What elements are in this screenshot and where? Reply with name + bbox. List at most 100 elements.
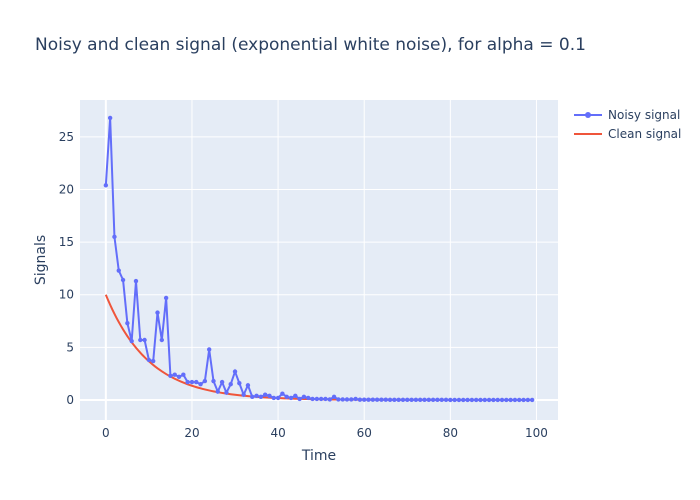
noisy-signal-point[interactable] [116,268,121,273]
noisy-signal-point[interactable] [112,234,117,240]
noisy-signal-point[interactable] [400,397,406,402]
noisy-signal-point[interactable] [258,394,264,400]
noisy-signal-point[interactable] [486,397,492,403]
noisy-signal-point[interactable] [301,394,307,400]
noisy-signal-point[interactable] [129,338,134,344]
noisy-signal-point[interactable] [181,372,186,377]
noisy-signal-point[interactable] [387,397,393,402]
noisy-signal-point[interactable] [142,337,147,343]
noisy-signal-point[interactable] [189,379,195,385]
noisy-signal-point[interactable] [443,397,449,402]
noisy-signal-point[interactable] [452,397,457,403]
noisy-signal-point[interactable] [327,397,332,402]
noisy-signal-point[interactable] [237,380,242,386]
noisy-signal-point[interactable] [517,397,522,403]
noisy-signal-point[interactable] [280,391,285,396]
noisy-signal-point[interactable] [224,390,229,395]
noisy-signal-point[interactable] [284,394,289,400]
noisy-signal-point[interactable] [293,393,298,398]
noisy-signal-point[interactable] [310,396,315,402]
noisy-signal-point[interactable] [250,394,255,400]
noisy-signal-point[interactable] [439,397,444,402]
noisy-signal-point[interactable] [172,372,177,377]
noisy-signal-point[interactable] [232,369,238,374]
noisy-signal-point[interactable] [413,397,419,402]
noisy-signal-point[interactable] [461,397,466,403]
noisy-signal-point[interactable] [288,395,294,401]
legend-item-clean-signal[interactable]: Clean signal [574,127,681,141]
noisy-signal-point[interactable] [396,397,401,402]
noisy-signal-point[interactable] [202,378,208,384]
noisy-signal-point[interactable] [529,397,535,403]
noisy-signal-point[interactable] [323,396,328,402]
noisy-signal-point[interactable] [125,320,130,326]
noisy-signal-point[interactable] [469,397,475,403]
noisy-signal-point[interactable] [206,347,212,352]
noisy-signal-point[interactable] [344,397,350,402]
noisy-signal-point[interactable] [331,394,337,400]
noisy-signal-point[interactable] [262,392,268,397]
noisy-signal-point[interactable] [357,397,363,402]
noisy-signal-point[interactable] [306,395,311,401]
noisy-signal-point[interactable] [478,397,483,403]
noisy-signal-point[interactable] [168,373,173,378]
noisy-signal-point[interactable] [353,396,358,402]
noisy-signal-point[interactable] [435,397,440,402]
noisy-signal-point[interactable] [241,392,246,397]
noisy-signal-point[interactable] [508,397,513,403]
noisy-signal-point[interactable] [133,278,139,284]
noisy-signal-point[interactable] [271,395,276,401]
noisy-signal-point[interactable] [185,379,190,385]
noisy-signal-point[interactable] [151,358,156,364]
noisy-signal-point[interactable] [465,397,470,403]
noisy-signal-point[interactable] [417,397,423,402]
noisy-signal-point[interactable] [426,397,432,402]
noisy-signal-point[interactable] [211,378,216,384]
noisy-signal-point[interactable] [525,397,531,403]
noisy-signal-point[interactable] [448,397,453,403]
noisy-signal-point[interactable] [405,397,410,402]
noisy-signal-point[interactable] [512,397,518,403]
noisy-signal-point[interactable] [473,397,479,403]
noisy-signal-point[interactable] [275,395,281,401]
noisy-signal-point[interactable] [297,396,302,402]
noisy-signal-point[interactable] [495,397,500,403]
noisy-signal-point[interactable] [409,397,414,402]
noisy-signal-point[interactable] [318,396,324,402]
noisy-signal-point[interactable] [107,115,113,121]
noisy-signal-point[interactable] [138,337,143,343]
noisy-signal-point[interactable] [146,357,152,363]
noisy-signal-point[interactable] [383,397,388,402]
noisy-signal-point[interactable] [228,382,233,387]
noisy-signal-point[interactable] [504,397,509,403]
noisy-signal-point[interactable] [336,397,341,402]
noisy-signal-point[interactable] [120,277,126,283]
legend-item-noisy-signal[interactable]: Noisy signal [574,108,680,122]
noisy-signal-point[interactable] [366,397,371,402]
noisy-signal-point[interactable] [422,397,427,402]
noisy-signal-point[interactable] [374,397,380,402]
noisy-signal-point[interactable] [499,397,505,403]
noisy-signal-point[interactable] [254,393,259,398]
noisy-signal-point[interactable] [267,393,272,398]
noisy-signal-point[interactable] [482,397,487,403]
noisy-signal-point[interactable] [245,383,251,388]
noisy-signal-point[interactable] [349,397,354,402]
noisy-signal-point[interactable] [379,397,384,402]
legend[interactable]: Noisy signal Clean signal [574,108,681,141]
noisy-signal-point[interactable] [456,397,462,403]
noisy-signal-point[interactable] [521,397,526,403]
noisy-signal-point[interactable] [155,310,160,315]
noisy-signal-point[interactable] [103,183,109,188]
noisy-signal-point[interactable] [430,397,436,402]
noisy-signal-point[interactable] [392,397,397,402]
noisy-signal-point[interactable] [362,397,367,402]
noisy-signal-point[interactable] [176,374,182,380]
noisy-signal-point[interactable] [340,397,345,402]
noisy-signal-point[interactable] [159,337,165,343]
noisy-signal-point[interactable] [314,396,320,402]
noisy-signal-point[interactable] [194,379,199,385]
noisy-signal-point[interactable] [215,389,221,394]
noisy-signal-point[interactable] [370,397,376,402]
noisy-signal-point[interactable] [163,295,169,301]
